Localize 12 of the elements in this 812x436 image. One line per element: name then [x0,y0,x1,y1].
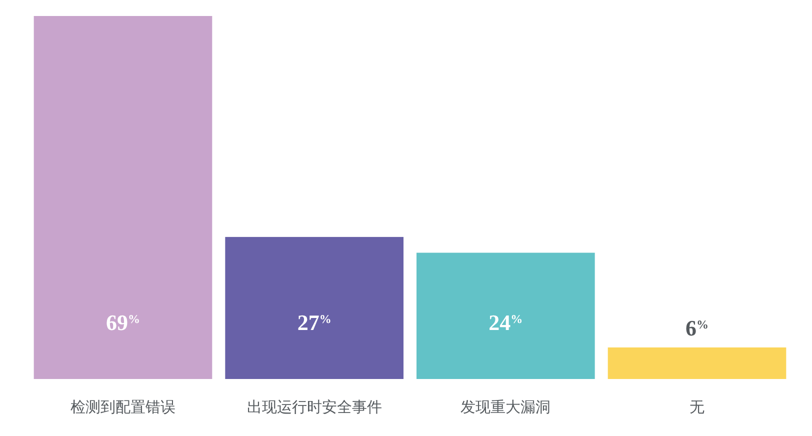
data-label: 27$^{%}$ [297,310,332,335]
bar [34,16,212,379]
x-tick-label: 发现重大漏洞 [460,398,551,416]
bar [416,252,595,379]
data-label: 6$^{%}$ [686,315,709,340]
bar [225,236,404,379]
x-tick-label: 无 [690,398,705,416]
bar [608,347,786,379]
x-tick-label: 检测到配置错误 [70,398,176,416]
data-label: 69$^{%}$ [106,310,140,335]
data-label: 24$^{%}$ [488,310,523,335]
x-tick-label: 出现运行时安全事件 [246,398,382,416]
